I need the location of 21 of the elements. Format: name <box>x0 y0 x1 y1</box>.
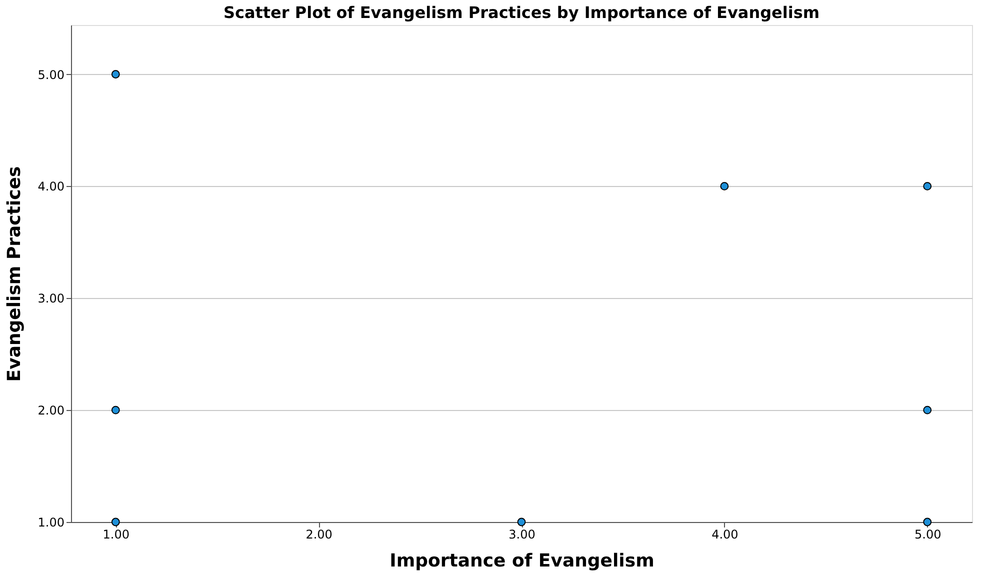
x-tick-label: 2.00 <box>306 528 332 542</box>
point <box>111 70 120 78</box>
x-tick-label: 1.00 <box>102 528 130 542</box>
point <box>517 518 526 526</box>
y-tick-label: 1.00 <box>38 516 64 530</box>
chart-title: Scatter Plot of Evangelism Practices by Importance of Evangelism <box>223 3 820 22</box>
point <box>923 406 932 414</box>
y-tick-label: 5.00 <box>38 68 64 82</box>
point <box>111 406 120 414</box>
y-tick-label: 2.00 <box>38 404 64 418</box>
point <box>923 518 932 526</box>
y-tick-label: 3.00 <box>38 292 64 306</box>
x-axis-title: Importance of Evangelism <box>390 550 654 572</box>
point <box>111 518 120 526</box>
point <box>720 182 729 190</box>
point <box>923 182 932 190</box>
y-tick-label: 4.00 <box>38 180 64 194</box>
x-tick-label: 4.00 <box>712 528 738 542</box>
x-tick-label: 3.00 <box>508 528 536 542</box>
x-tick-label: 5.00 <box>914 528 942 542</box>
y-axis-title: Evangelism Practices <box>4 166 25 382</box>
